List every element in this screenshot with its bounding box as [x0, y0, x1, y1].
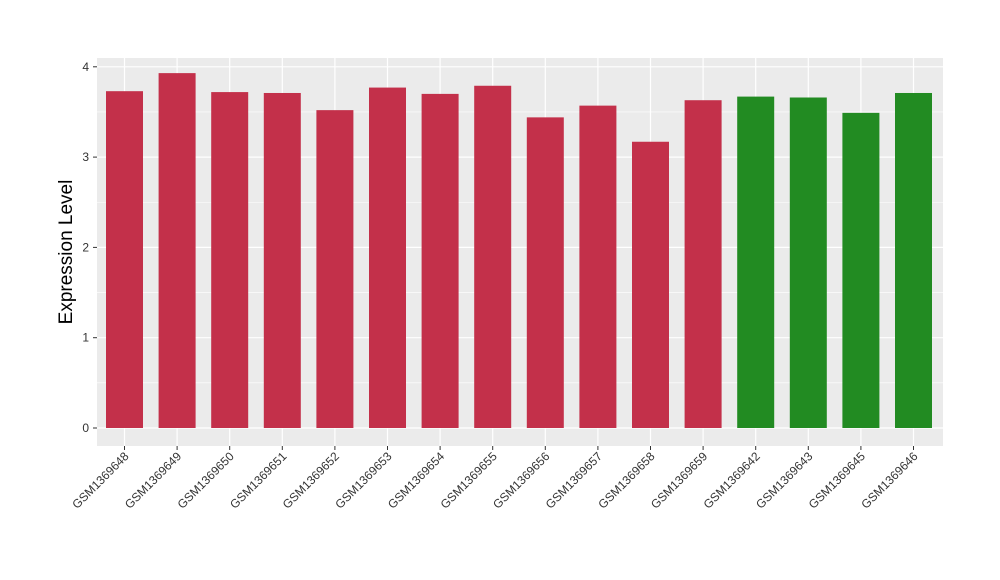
y-tick-label: 3 [82, 150, 89, 164]
bar-GSM1369650 [211, 92, 249, 429]
x-tick-label: GSM1369646 [858, 449, 920, 511]
y-tick-label: 4 [82, 60, 89, 74]
bar-GSM1369655 [474, 85, 512, 428]
y-tick-label: 0 [82, 421, 89, 435]
bar-GSM1369653 [369, 87, 406, 428]
bar-GSM1369651 [263, 92, 301, 428]
y-tick-label: 1 [82, 331, 89, 345]
bars [106, 73, 932, 429]
bar-GSM1369645 [842, 112, 880, 428]
bar-GSM1369654 [421, 93, 459, 428]
y-axis-title: Expression Level [56, 180, 77, 325]
bar-GSM1369649 [158, 73, 196, 428]
bar-GSM1369643 [789, 97, 827, 428]
y-tick-label: 2 [82, 240, 89, 254]
bar-GSM1369646 [895, 92, 932, 428]
bar-GSM1369657 [579, 105, 617, 428]
bar-GSM1369656 [526, 117, 564, 429]
bar-GSM1369652 [316, 110, 354, 429]
bar-GSM1369658 [632, 141, 669, 428]
bar-GSM1369642 [737, 96, 775, 428]
bar-GSM1369648 [106, 91, 143, 428]
x-axis: GSM1369648GSM1369649GSM1369650GSM1369651… [69, 446, 921, 511]
y-axis: 0 1 2 3 4 [82, 60, 97, 435]
bar-GSM1369659 [684, 100, 722, 428]
